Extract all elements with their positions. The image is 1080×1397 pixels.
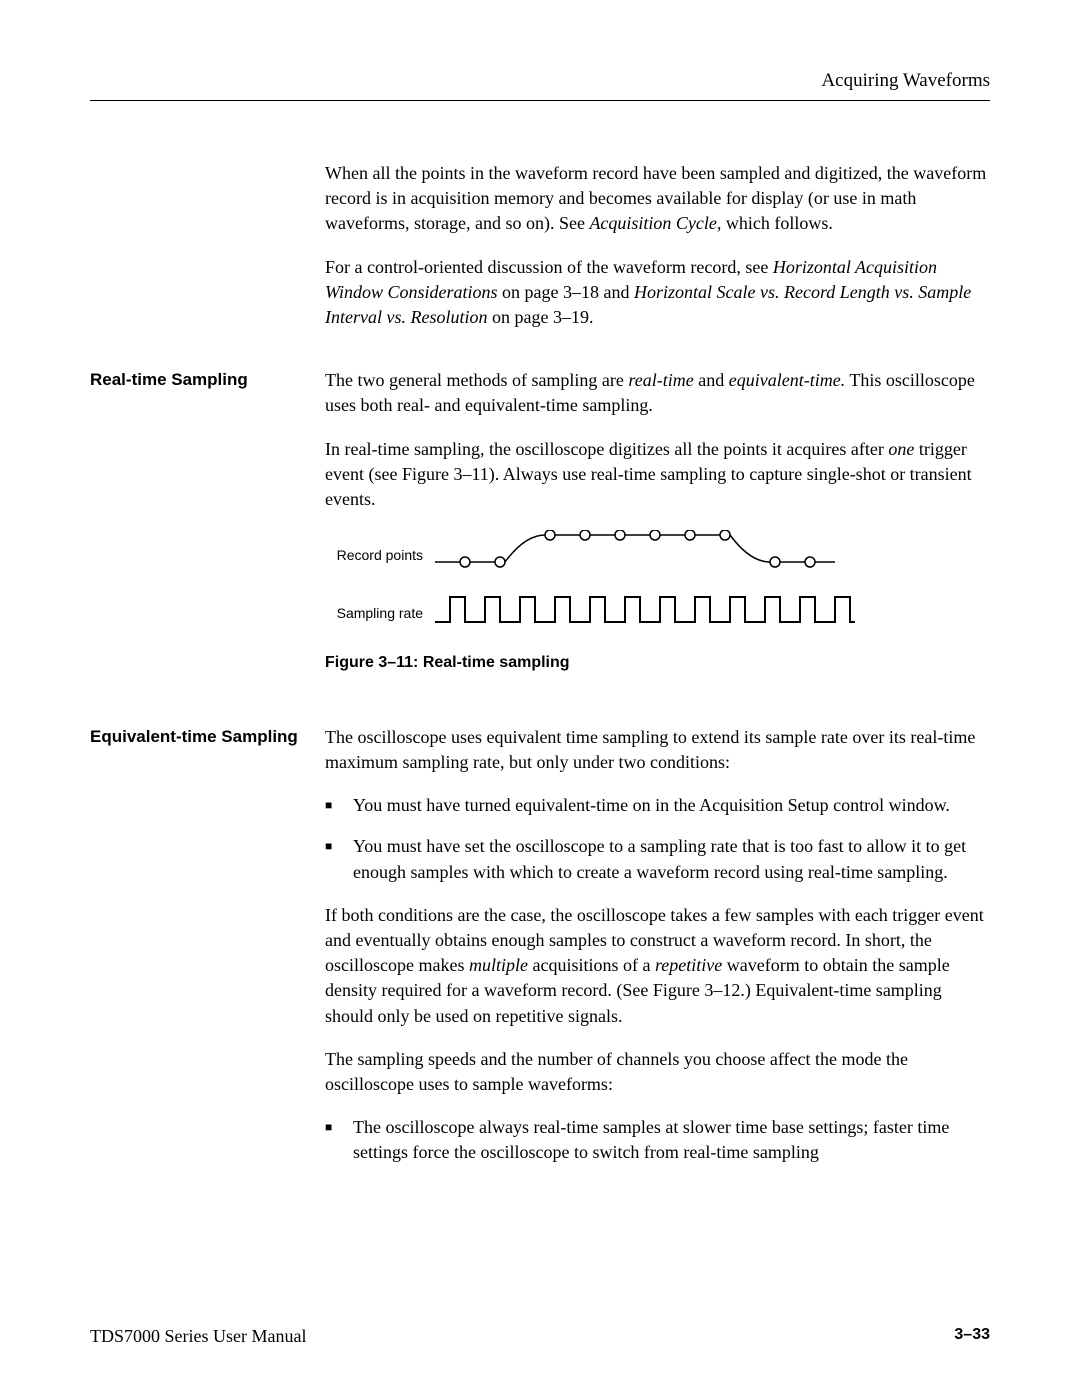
- section1-block: The two general methods of sampling are …: [325, 368, 990, 705]
- figure-3-11: Record points: [325, 530, 990, 675]
- page-number: 3–33: [954, 1326, 990, 1347]
- section2-p2: If both conditions are the case, the osc…: [325, 903, 990, 1029]
- text: In real-time sampling, the oscilloscope …: [325, 439, 888, 459]
- section2-heading: Equivalent-time Sampling: [90, 725, 325, 1184]
- intro-block: When all the points in the waveform reco…: [325, 161, 990, 348]
- text: which follows.: [721, 213, 833, 233]
- modes-list: The oscilloscope always real-time sample…: [325, 1115, 990, 1165]
- section1-p1: The two general methods of sampling are …: [325, 368, 990, 418]
- header-title: Acquiring Waveforms: [821, 70, 990, 91]
- text: For a control-oriented discussion of the…: [325, 257, 773, 277]
- sampling-rate-label: Sampling rate: [325, 604, 435, 624]
- text-italic: repetitive: [655, 955, 722, 975]
- text: on page 3–18 and: [498, 282, 634, 302]
- conditions-list: You must have turned equivalent-time on …: [325, 793, 990, 885]
- text: and: [694, 370, 729, 390]
- manual-title: TDS7000 Series User Manual: [90, 1326, 306, 1347]
- intro-p2: For a control-oriented discussion of the…: [325, 255, 990, 331]
- text-italic: multiple: [469, 955, 528, 975]
- text-italic: one: [888, 439, 914, 459]
- text-italic: equivalent-time.: [729, 370, 845, 390]
- intro-p1: When all the points in the waveform reco…: [325, 161, 990, 237]
- text-italic: Acquisition Cycle,: [589, 213, 721, 233]
- bullet-item: The oscilloscope always real-time sample…: [325, 1115, 990, 1165]
- text: The two general methods of sampling are: [325, 370, 628, 390]
- figure-caption: Figure 3–11: Real-time sampling: [325, 652, 990, 674]
- section2-block: The oscilloscope uses equivalent time sa…: [325, 725, 990, 1184]
- sidebar-empty: [90, 161, 325, 348]
- page-header: Acquiring Waveforms: [90, 70, 990, 101]
- text-italic: real-time: [628, 370, 693, 390]
- section1-heading: Real-time Sampling: [90, 368, 325, 705]
- text: acquisitions of a: [528, 955, 655, 975]
- section1-p2: In real-time sampling, the oscilloscope …: [325, 437, 990, 513]
- section2-p3: The sampling speeds and the number of ch…: [325, 1047, 990, 1097]
- bullet-item: You must have turned equivalent-time on …: [325, 793, 990, 818]
- page-footer: TDS7000 Series User Manual 3–33: [90, 1326, 990, 1347]
- bullet-item: You must have set the oscilloscope to a …: [325, 834, 990, 884]
- sampling-rate-diagram: [435, 592, 990, 634]
- record-points-label: Record points: [325, 546, 435, 566]
- section2-p1: The oscilloscope uses equivalent time sa…: [325, 725, 990, 775]
- record-points-diagram: [435, 530, 990, 582]
- text: on page 3–19.: [487, 307, 593, 327]
